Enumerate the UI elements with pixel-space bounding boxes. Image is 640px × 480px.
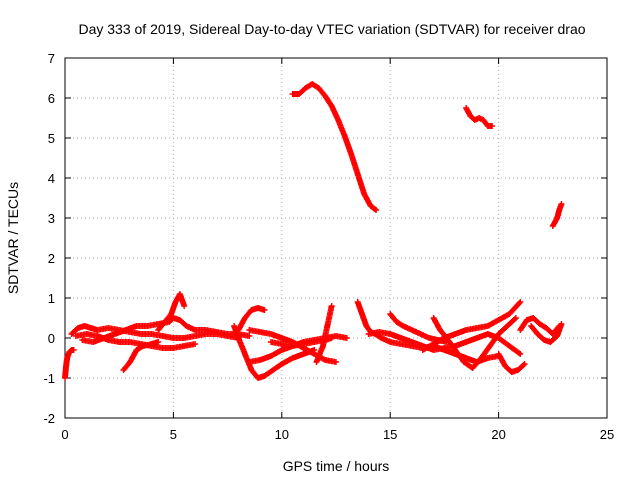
x-tick-label: 15 <box>383 427 397 442</box>
x-tick-label: 10 <box>275 427 289 442</box>
series-arc-12 <box>289 81 380 213</box>
data-point-markers <box>463 105 496 129</box>
series-arc-1 <box>62 347 77 381</box>
data-point-markers <box>155 291 188 333</box>
data-point-markers <box>79 315 253 345</box>
data-point-markers <box>231 323 318 381</box>
y-tick-label: 7 <box>48 51 55 66</box>
data-point-markers <box>549 201 565 229</box>
y-tick-label: 6 <box>48 91 55 106</box>
data-point-markers <box>62 347 77 381</box>
data-points <box>62 81 565 381</box>
data-point-markers <box>365 329 524 357</box>
series-arc-21 <box>517 315 563 337</box>
series-arc-13 <box>313 303 335 365</box>
y-tick-label: 3 <box>48 211 55 226</box>
data-point-markers <box>430 315 519 371</box>
x-tick-label: 20 <box>491 427 505 442</box>
data-point-markers <box>313 303 335 365</box>
chart-title: Day 333 of 2019, Sidereal Day-to-day VTE… <box>78 21 585 37</box>
data-point-markers <box>495 351 528 375</box>
x-tick-label: 0 <box>61 427 68 442</box>
data-point-markers <box>120 339 162 373</box>
data-point-markers <box>517 315 563 337</box>
x-tick-label: 5 <box>170 427 177 442</box>
series-arc-19 <box>463 105 496 129</box>
data-point-markers <box>289 81 380 213</box>
y-tick-label: 2 <box>48 251 55 266</box>
series-arc-15 <box>365 329 524 357</box>
y-axis-label: SDTVAR / TECUs <box>5 182 21 294</box>
series-arc-4 <box>79 315 253 345</box>
x-axis-label: GPS time / hours <box>283 458 390 474</box>
y-tick-label: 0 <box>48 331 55 346</box>
x-tick-label: 25 <box>600 427 614 442</box>
series-arc-20 <box>495 351 528 375</box>
data-point-markers <box>528 321 565 345</box>
y-tick-label: 5 <box>48 131 55 146</box>
y-tick-label: 4 <box>48 171 55 186</box>
y-tick-label: 1 <box>48 291 55 306</box>
series-arc-22 <box>528 321 565 345</box>
axis-ticks: 0 5 10 15 20 25 -2 -1 0 1 2 3 4 5 6 7 <box>43 51 614 442</box>
series-arc-6 <box>155 291 188 333</box>
y-tick-label: -1 <box>43 371 55 386</box>
series-arc-8 <box>231 323 318 381</box>
y-tick-label: -2 <box>43 411 55 426</box>
plot-frame <box>64 57 608 419</box>
series-arc-23 <box>549 201 565 229</box>
series-arc-18 <box>430 315 519 371</box>
series-arc-5 <box>120 339 162 373</box>
